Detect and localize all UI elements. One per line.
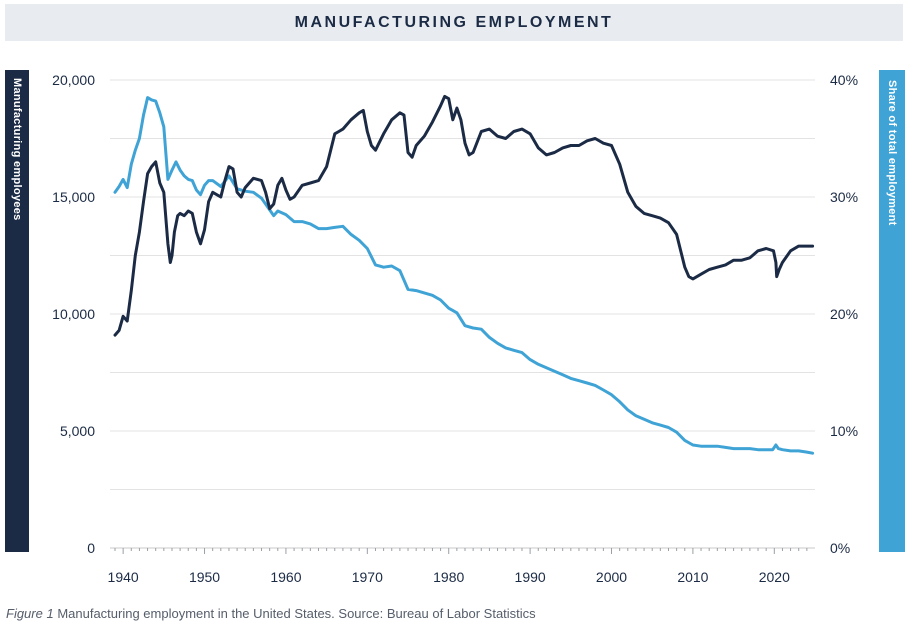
tick-labels: 0 5,000 10,000 15,000 20,000 0% 10% 20% 30% 40% 19… bbox=[52, 72, 858, 585]
y-tick-label: 5,000 bbox=[60, 423, 95, 439]
chart-title-bar: MANUFACTURING EMPLOYMENT bbox=[5, 4, 903, 41]
y2-tick-label: 40% bbox=[830, 72, 858, 88]
x-tick-label: 1970 bbox=[352, 569, 383, 585]
share-of-employment-line bbox=[113, 96, 815, 455]
figure-label: Figure 1 bbox=[6, 606, 54, 621]
y-tick-label: 15,000 bbox=[52, 189, 95, 205]
y-tick-label: 10,000 bbox=[52, 306, 95, 322]
figure-caption: Figure 1 Manufacturing employment in the… bbox=[6, 606, 536, 621]
series-lines bbox=[113, 94, 815, 455]
y2-tick-label: 30% bbox=[830, 189, 858, 205]
y-tick-label: 0 bbox=[87, 540, 95, 556]
grid-lines bbox=[110, 79, 815, 549]
x-tick-label: 1940 bbox=[108, 569, 139, 585]
chart-title: MANUFACTURING EMPLOYMENT bbox=[294, 13, 614, 31]
y2-tick-label: 0% bbox=[830, 540, 850, 556]
x-tick-label: 1950 bbox=[189, 569, 220, 585]
y2-tick-label: 20% bbox=[830, 306, 858, 322]
x-tick-label: 2010 bbox=[677, 569, 708, 585]
manufacturing-employees-line bbox=[113, 94, 815, 337]
x-tick-label: 2020 bbox=[759, 569, 790, 585]
x-tick-label: 1990 bbox=[515, 569, 546, 585]
y2-tick-label: 10% bbox=[830, 423, 858, 439]
x-tick-label: 1980 bbox=[433, 569, 464, 585]
x-tick-label: 2000 bbox=[596, 569, 627, 585]
x-tick-label: 1960 bbox=[270, 569, 301, 585]
caption-text: Manufacturing employment in the United S… bbox=[53, 606, 536, 621]
left-axis-band bbox=[5, 70, 29, 552]
y-tick-label: 20,000 bbox=[52, 72, 95, 88]
right-axis-band bbox=[879, 70, 905, 552]
